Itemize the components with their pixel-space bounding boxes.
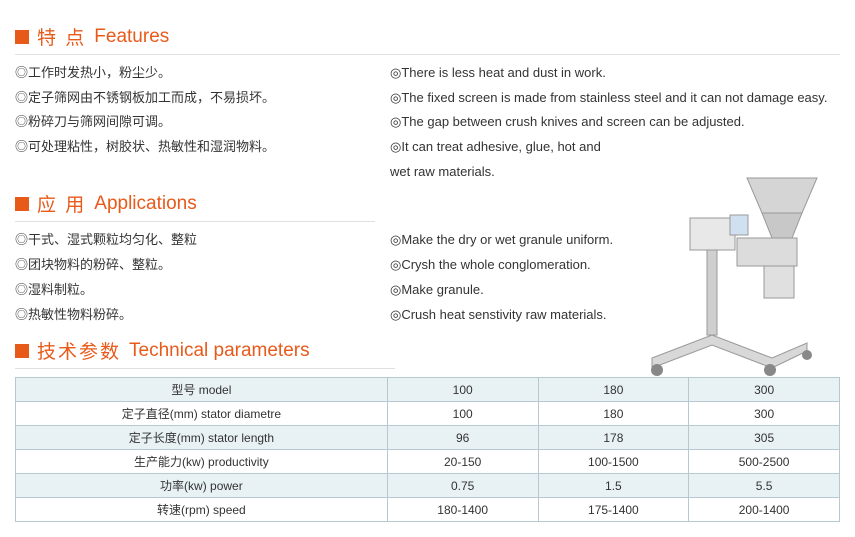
applications-title-cn: 应 用 [37,190,86,217]
cell-value: 300 [689,402,840,426]
applications-title-en: Applications [94,193,196,215]
apps-en-list: ◎Make the dry or wet granule uniform. ◎C… [390,228,640,327]
table-row: 转速(rpm) speed 180-1400 175-1400 200-1400 [16,498,840,522]
cell-value: 200-1400 [689,498,840,522]
cell-value: 96 [387,426,538,450]
cell-label: 转速(rpm) speed [16,498,388,522]
cell-label: 型号 model [16,378,388,402]
cell-value: 180-1400 [387,498,538,522]
app-cn-item: ◎干式、湿式颗粒均匀化、整粒 [15,228,370,253]
feature-en-item: ◎The fixed screen is made from stainless… [390,86,840,111]
table-row: 定子长度(mm) stator length 96 178 305 [16,426,840,450]
app-en-item: ◎Crysh the whole conglomeration. [390,253,640,278]
table-row: 型号 model 100 180 300 [16,378,840,402]
section-header-features: 特 点 Features [15,23,840,55]
cell-value: 180 [538,378,689,402]
cell-value: 180 [538,402,689,426]
features-title-en: Features [94,26,169,48]
section-header-applications: 应 用 Applications [15,190,375,222]
feature-cn-item: ◎粉碎刀与筛网间隙可调。 [15,110,370,135]
cell-value: 20-150 [387,450,538,474]
cell-value: 1.5 [538,474,689,498]
params-table: 型号 model 100 180 300 定子直径(mm) stator dia… [15,377,840,522]
cell-value: 178 [538,426,689,450]
feature-en-item: ◎The gap between crush knives and screen… [390,110,840,135]
cell-value: 0.75 [387,474,538,498]
cell-value: 5.5 [689,474,840,498]
section-header-params: 技术参数 Technical parameters [15,337,395,369]
machine-image [642,173,822,378]
table-row: 生产能力(kw) productivity 20-150 100-1500 50… [16,450,840,474]
accent-square-icon [15,344,29,358]
features-title-cn: 特 点 [37,23,86,50]
app-en-item: ◎Make granule. [390,278,640,303]
feature-cn-item: ◎工作时发热小，粉尘少。 [15,61,370,86]
app-cn-item: ◎热敏性物料粉碎。 [15,303,370,328]
cell-label: 定子直径(mm) stator diametre [16,402,388,426]
cell-value: 100-1500 [538,450,689,474]
feature-en-item: ◎There is less heat and dust in work. [390,61,840,86]
cell-value: 100 [387,378,538,402]
cell-label: 定子长度(mm) stator length [16,426,388,450]
cell-label: 功率(kw) power [16,474,388,498]
app-cn-item: ◎团块物料的粉碎、整粒。 [15,253,370,278]
params-title-en: Technical parameters [129,340,310,362]
apps-cn-list: ◎干式、湿式颗粒均匀化、整粒 ◎团块物料的粉碎、整粒。 ◎湿料制粒。 ◎热敏性物… [15,228,370,327]
cell-value: 100 [387,402,538,426]
feature-en-item: ◎It can treat adhesive, glue, hot and [390,135,840,160]
table-row: 功率(kw) power 0.75 1.5 5.5 [16,474,840,498]
cell-value: 175-1400 [538,498,689,522]
cell-label: 生产能力(kw) productivity [16,450,388,474]
feature-cn-item: ◎定子筛网由不锈钢板加工而成，不易损坏。 [15,86,370,111]
features-en-list: ◎There is less heat and dust in work. ◎T… [390,61,840,184]
feature-cn-item: ◎可处理粘性，树胶状、热敏性和湿润物料。 [15,135,370,160]
cell-value: 305 [689,426,840,450]
features-content: ◎工作时发热小，粉尘少。 ◎定子筛网由不锈钢板加工而成，不易损坏。 ◎粉碎刀与筛… [15,61,840,184]
cell-value: 300 [689,378,840,402]
accent-square-icon [15,197,29,211]
accent-square-icon [15,30,29,44]
app-en-item: ◎Crush heat senstivity raw materials. [390,303,640,328]
features-cn-list: ◎工作时发热小，粉尘少。 ◎定子筛网由不锈钢板加工而成，不易损坏。 ◎粉碎刀与筛… [15,61,370,184]
params-title-cn: 技术参数 [37,337,121,364]
app-cn-item: ◎湿料制粒。 [15,278,370,303]
cell-value: 500-2500 [689,450,840,474]
app-en-item: ◎Make the dry or wet granule uniform. [390,228,640,253]
table-row: 定子直径(mm) stator diametre 100 180 300 [16,402,840,426]
